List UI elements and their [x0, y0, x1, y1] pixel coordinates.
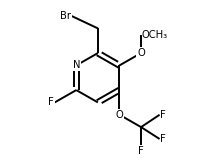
Text: F: F: [160, 110, 166, 120]
Text: N: N: [73, 60, 80, 70]
Text: F: F: [138, 146, 144, 156]
Text: O: O: [116, 110, 123, 120]
Text: O: O: [137, 48, 145, 58]
Text: OCH₃: OCH₃: [142, 30, 168, 40]
Text: F: F: [48, 97, 54, 107]
Text: Br: Br: [60, 11, 71, 21]
Text: F: F: [160, 134, 166, 144]
